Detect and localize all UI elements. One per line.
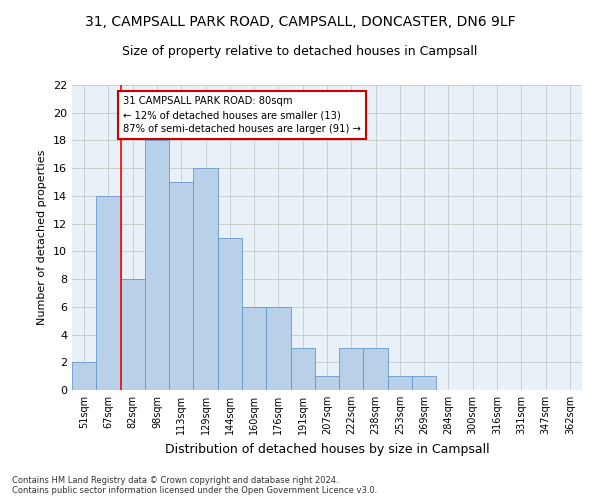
Y-axis label: Number of detached properties: Number of detached properties bbox=[37, 150, 47, 325]
Bar bbox=[364, 348, 388, 390]
Bar bbox=[315, 376, 339, 390]
Text: 31 CAMPSALL PARK ROAD: 80sqm
← 12% of detached houses are smaller (13)
87% of se: 31 CAMPSALL PARK ROAD: 80sqm ← 12% of de… bbox=[123, 96, 361, 134]
Bar bbox=[121, 279, 145, 390]
Bar bbox=[145, 140, 169, 390]
Bar bbox=[72, 362, 96, 390]
Bar bbox=[266, 307, 290, 390]
X-axis label: Distribution of detached houses by size in Campsall: Distribution of detached houses by size … bbox=[164, 442, 490, 456]
Bar bbox=[169, 182, 193, 390]
Bar bbox=[290, 348, 315, 390]
Text: Size of property relative to detached houses in Campsall: Size of property relative to detached ho… bbox=[122, 45, 478, 58]
Bar bbox=[388, 376, 412, 390]
Bar bbox=[412, 376, 436, 390]
Bar bbox=[339, 348, 364, 390]
Bar bbox=[242, 307, 266, 390]
Text: Contains HM Land Registry data © Crown copyright and database right 2024.: Contains HM Land Registry data © Crown c… bbox=[12, 476, 338, 485]
Text: 31, CAMPSALL PARK ROAD, CAMPSALL, DONCASTER, DN6 9LF: 31, CAMPSALL PARK ROAD, CAMPSALL, DONCAS… bbox=[85, 15, 515, 29]
Bar bbox=[96, 196, 121, 390]
Bar bbox=[193, 168, 218, 390]
Text: Contains public sector information licensed under the Open Government Licence v3: Contains public sector information licen… bbox=[12, 486, 377, 495]
Bar bbox=[218, 238, 242, 390]
